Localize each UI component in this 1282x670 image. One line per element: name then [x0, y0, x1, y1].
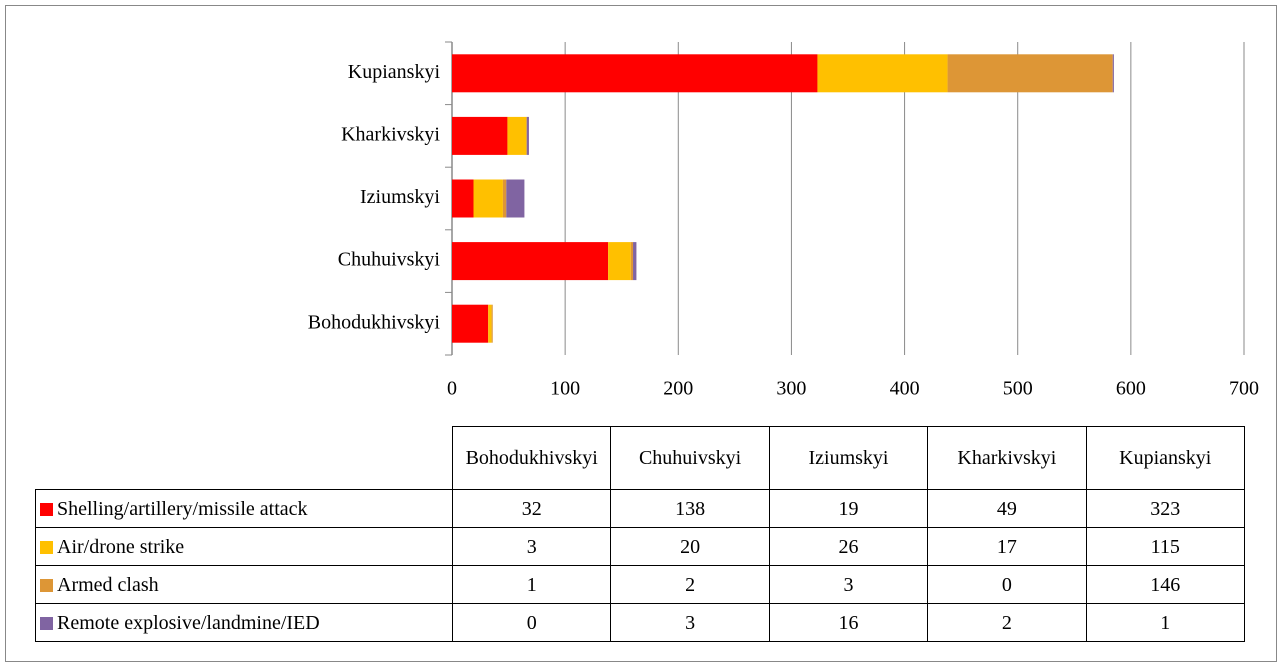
table-value: 3 — [451, 527, 612, 566]
legend-label: Armed clash — [57, 573, 159, 596]
table-value: 0 — [451, 603, 612, 642]
y-tick-label: Bohodukhivskyi — [308, 311, 441, 333]
bar-segment — [817, 54, 948, 93]
table-row: Remote explosive/landmine/IED 0 3 16 2 1 — [35, 603, 1245, 642]
table-row: Air/drone strike 3 20 26 17 115 — [35, 527, 1245, 566]
column-header: Kupianskyi — [1085, 426, 1245, 490]
bar-segment — [526, 116, 529, 155]
table-value: 20 — [610, 527, 770, 566]
bar-segment — [452, 242, 609, 281]
bar-segment — [1112, 54, 1114, 93]
y-tick-label: Iziumskyi — [360, 186, 440, 208]
y-tick-label: Kharkivskyi — [341, 123, 440, 145]
bar-segment — [507, 116, 527, 155]
table-header-row: Bohodukhivskyi Chuhuivskyi Iziumskyi Kharki… — [36, 426, 1245, 490]
bar-segment — [452, 179, 474, 218]
bar-segment — [633, 242, 637, 281]
y-tick-label: Chuhuivskyi — [338, 249, 441, 271]
bar-segment — [452, 116, 508, 155]
legend-label: Remote explosive/landmine/IED — [57, 611, 320, 634]
table-row: Shelling/artillery/missile attack 32 138 19… — [35, 489, 1245, 528]
bar-segment — [608, 242, 631, 281]
legend-cell: Shelling/artillery/missile attack — [35, 489, 453, 528]
table-value: 19 — [768, 489, 929, 528]
table-value: 32 — [451, 489, 612, 528]
bar-segment — [452, 54, 818, 93]
blank-cell — [36, 427, 453, 490]
y-tick-label: Kupianskyi — [348, 61, 441, 83]
legend-label: Air/drone strike — [57, 535, 185, 558]
frame — [5, 5, 1277, 662]
column-header: Kharkivskyi — [927, 426, 1087, 490]
table-value: 1 — [1085, 603, 1245, 642]
legend-key — [40, 540, 53, 554]
table-value: 26 — [768, 527, 929, 566]
x-tick-label: 300 — [776, 378, 806, 400]
table-value: 138 — [610, 489, 770, 528]
table-value: 115 — [1085, 527, 1245, 566]
table-value: 2 — [610, 565, 770, 604]
bar-segment — [947, 54, 1113, 93]
table-value: 0 — [927, 565, 1087, 604]
legend-cell: Armed clash — [35, 565, 453, 604]
table-value: 16 — [768, 603, 929, 642]
data-table: Bohodukhivskyi Chuhuivskyi Iziumskyi Kharki… — [35, 426, 1245, 642]
legend-cell: Air/drone strike — [35, 527, 453, 566]
legend-cell: Remote explosive/landmine/IED — [35, 603, 453, 642]
x-tick-label: 700 — [1229, 378, 1259, 400]
x-tick-label: 0 — [447, 378, 457, 400]
table-value: 49 — [927, 489, 1087, 528]
bar-segment — [502, 179, 507, 218]
legend-key — [40, 578, 53, 592]
table-row: Armed clash 1 2 3 0 146 — [35, 565, 1245, 604]
legend-key — [40, 616, 53, 630]
x-tick-label: 600 — [1116, 378, 1146, 400]
table-value: 1 — [451, 565, 612, 604]
bar-segment — [630, 242, 634, 281]
bar-segment — [491, 304, 493, 343]
table-value: 17 — [927, 527, 1087, 566]
x-tick-label: 100 — [550, 378, 580, 400]
bar-segment — [488, 304, 492, 343]
column-header: Chuhuivskyi — [610, 426, 770, 490]
column-header: Bohodukhivskyi — [451, 426, 612, 490]
bar-segment — [473, 179, 503, 218]
table-value: 323 — [1085, 489, 1245, 528]
legend-label: Shelling/artillery/missile attack — [57, 497, 308, 520]
table-value: 3 — [768, 565, 929, 604]
x-tick-label: 200 — [663, 378, 693, 400]
x-tick-label: 500 — [1003, 378, 1033, 400]
table-value: 146 — [1085, 565, 1245, 604]
table-value: 3 — [610, 603, 770, 642]
x-tick-label: 400 — [890, 378, 920, 400]
bar-segment — [452, 304, 489, 343]
legend-key — [40, 502, 53, 516]
column-header: Iziumskyi — [768, 426, 929, 490]
table-value: 2 — [927, 603, 1087, 642]
bar-segment — [506, 179, 525, 218]
